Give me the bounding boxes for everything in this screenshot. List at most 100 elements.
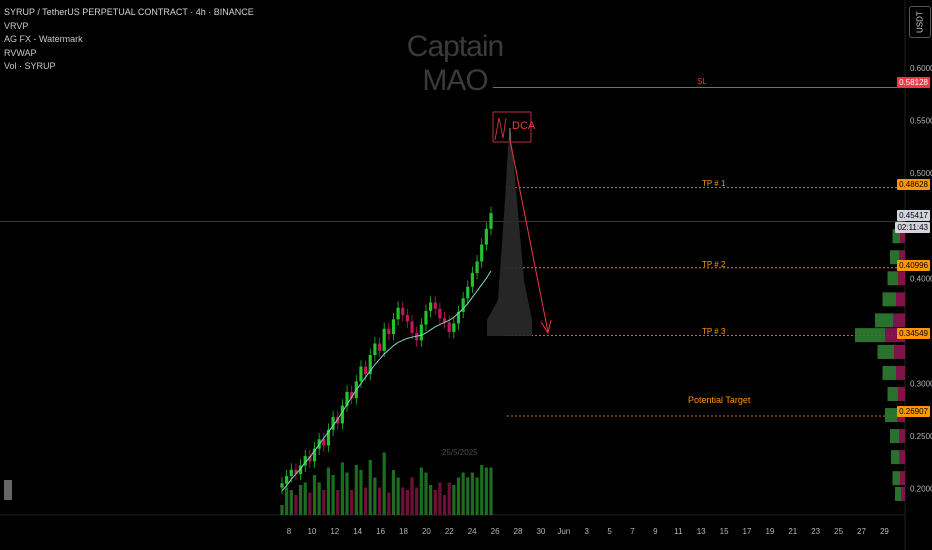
candle-body xyxy=(433,302,437,309)
volume-profile-down xyxy=(901,486,905,501)
y-tick-label: 0.40000 xyxy=(910,274,932,283)
candle-body xyxy=(447,322,451,332)
x-tick-label: 22 xyxy=(445,527,454,536)
x-tick-label: Jun xyxy=(557,527,570,536)
candle-body xyxy=(331,417,335,430)
volume-bar xyxy=(484,467,488,515)
x-tick-label: 26 xyxy=(491,527,500,536)
volume-bar xyxy=(317,482,321,515)
dca-box xyxy=(492,111,532,143)
currency-button[interactable]: USDT xyxy=(909,6,931,38)
x-tick-label: 7 xyxy=(630,527,635,536)
dca-label: DCA xyxy=(512,120,536,132)
volume-bar xyxy=(391,470,396,515)
x-tick-label: 13 xyxy=(697,527,706,536)
volume-bar xyxy=(447,482,451,515)
volume-profile-up xyxy=(882,365,896,380)
volume-profile-down xyxy=(900,471,905,486)
candle-body xyxy=(326,429,331,446)
candle-body xyxy=(285,476,289,484)
volume-bar xyxy=(308,492,312,515)
legend-indicator[interactable]: RVWAP xyxy=(4,47,37,58)
y-tick-label: 0.25000 xyxy=(910,432,932,441)
x-tick-label: 12 xyxy=(330,527,339,536)
volume-profile-up xyxy=(890,250,899,265)
current-price-label: 0.45417 xyxy=(897,210,930,221)
volume-bar xyxy=(461,472,465,515)
legend-indicator[interactable]: AG FX - Watermark xyxy=(4,34,83,44)
volume-bar xyxy=(373,477,377,515)
sidebar-toggle-button[interactable] xyxy=(4,480,12,500)
volume-bar xyxy=(419,467,423,515)
x-tick-label: 19 xyxy=(765,527,774,536)
dca-zigzag xyxy=(494,117,507,141)
candle-body xyxy=(419,324,423,341)
volume-bar xyxy=(410,477,414,515)
volume-bar xyxy=(401,487,405,515)
target-price-label: 0.26907 xyxy=(897,406,930,417)
volume-profile-down xyxy=(896,365,905,380)
volume-bar xyxy=(326,467,331,515)
candle-body xyxy=(475,261,479,274)
volume-bar xyxy=(424,472,428,515)
candle-body xyxy=(442,318,447,323)
candle-body xyxy=(364,366,368,375)
volume-bar xyxy=(489,467,493,515)
tower-image xyxy=(487,132,532,336)
volume-bar xyxy=(438,482,442,515)
volume-profile-up xyxy=(892,229,900,244)
candle-body xyxy=(461,298,465,312)
volume-bar xyxy=(368,460,372,515)
x-tick-label: 28 xyxy=(514,527,523,536)
candle-body xyxy=(308,456,312,462)
volume-profile-down xyxy=(898,387,905,402)
volume-bar xyxy=(312,475,317,515)
x-tick-label: 30 xyxy=(536,527,545,536)
legend-indicator[interactable]: VRVP xyxy=(4,20,29,31)
volume-bar xyxy=(377,487,382,515)
candle-body xyxy=(484,228,488,245)
candle-body xyxy=(280,483,284,488)
candle-body xyxy=(401,307,405,316)
volume-bar xyxy=(345,472,349,515)
tp3-price-label: 0.34549 xyxy=(897,328,930,339)
volume-bar xyxy=(387,492,391,515)
volume-bar xyxy=(336,490,340,515)
volume-profile-down xyxy=(899,450,905,465)
volume-profile-down xyxy=(893,313,905,328)
volume-profile-down xyxy=(899,250,905,265)
volume-bar xyxy=(285,487,289,515)
potential-target-label: Potential Target xyxy=(688,395,751,405)
candle-body xyxy=(391,319,396,335)
x-tick-label: 16 xyxy=(376,527,385,536)
x-tick-label: 5 xyxy=(607,527,612,536)
x-tick-label: 3 xyxy=(584,527,589,536)
volume-bar xyxy=(466,477,470,515)
x-tick-label: 29 xyxy=(880,527,889,536)
candle-body xyxy=(322,439,326,446)
volume-bar xyxy=(470,472,475,515)
x-tick-label: 21 xyxy=(788,527,797,536)
volume-bar xyxy=(415,487,419,515)
legend-symbol[interactable]: SYRUP / TetherUS PERPETUAL CONTRACT · 4h… xyxy=(4,7,254,17)
x-tick-label: 23 xyxy=(811,527,820,536)
volume-bar xyxy=(480,465,484,515)
x-tick-label: 8 xyxy=(287,527,292,536)
volume-profile-up xyxy=(885,408,897,423)
candle-body xyxy=(350,391,354,399)
candle-body xyxy=(429,302,433,311)
candle-body xyxy=(480,244,484,262)
volume-bar xyxy=(322,490,326,515)
candle-body xyxy=(452,323,456,332)
candle-body xyxy=(387,328,391,335)
volume-bar xyxy=(354,465,358,515)
candle-body xyxy=(336,417,340,424)
volume-profile-up xyxy=(895,486,901,501)
legend-indicator[interactable]: Vol · SYRUP xyxy=(4,61,56,71)
volume-bar xyxy=(359,470,363,515)
volume-profile-up xyxy=(891,450,900,465)
x-tick-label: 17 xyxy=(743,527,752,536)
volume-bar xyxy=(350,490,354,515)
candle-body xyxy=(405,315,409,322)
